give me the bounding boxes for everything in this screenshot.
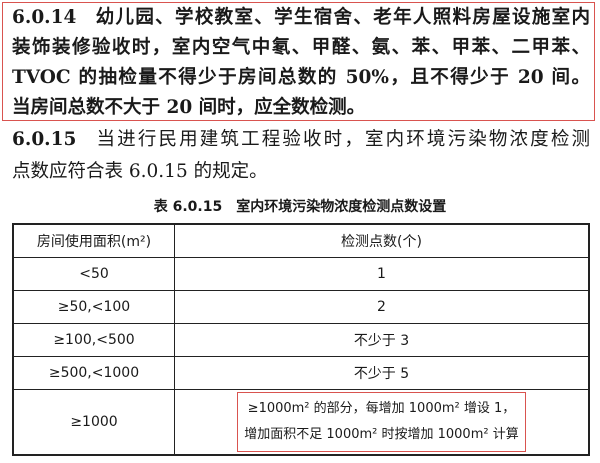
clause-line: 点数应符合表 6.0.15 的规定。 bbox=[12, 161, 268, 182]
cell: ≥1000m² 的部分，每增加 1000m² 增设 1， 增加面积不足 1000m… bbox=[174, 389, 590, 456]
cell: 1 bbox=[174, 257, 590, 291]
cell: 不少于 3 bbox=[174, 323, 590, 357]
clause-text: 当进行民用建筑工程验收时，室内环境污染物浓度检测 bbox=[94, 129, 590, 150]
cell: ≥100,<500 bbox=[12, 323, 175, 357]
clause-line: 6.0.15 当进行民用建筑工程验收时，室内环境污染物浓度检测 bbox=[12, 125, 590, 155]
highlight-box bbox=[2, 2, 595, 121]
cell: ≥500,<1000 bbox=[12, 356, 175, 390]
table-caption: 表 6.0.15 室内环境污染物浓度检测点数设置 bbox=[153, 199, 447, 215]
table-row: ≥50,<100 2 bbox=[12, 290, 590, 324]
cell-line: ≥1000m² 的部分，每增加 1000m² 增设 1， bbox=[247, 401, 516, 416]
cell: 2 bbox=[174, 290, 590, 324]
table-row: <50 1 bbox=[12, 257, 590, 291]
table-row: ≥1000 ≥1000m² 的部分，每增加 1000m² 增设 1， 增加面积不足 … bbox=[12, 389, 590, 456]
clause-line: TVOC 的抽检量不得少于房间总数的 50%，且不得少于 20 间。 bbox=[12, 67, 590, 88]
cell: ≥1000 bbox=[12, 389, 175, 456]
table-header: 房间使用面积(m²) 检测点数(个) bbox=[12, 223, 590, 258]
table-row: ≥100,<500 不少于 3 bbox=[12, 323, 590, 357]
clause-number: 6.0.15 bbox=[12, 129, 77, 150]
highlight-box: ≥1000m² 的部分，每增加 1000m² 增设 1， 增加面积不足 1000m… bbox=[237, 392, 526, 452]
detection-points-table: 房间使用面积(m²) 检测点数(个) <50 1 ≥50,<100 2 ≥100,<5… bbox=[12, 223, 590, 456]
table-row: ≥500,<1000 不少于 5 bbox=[12, 356, 590, 390]
cell: <50 bbox=[12, 257, 175, 291]
header-cell: 检测点数(个) bbox=[174, 223, 590, 258]
cell: ≥50,<100 bbox=[12, 290, 175, 324]
clause-line: 装饰装修验收时，室内空气中氡、甲醛、氨、苯、甲苯、二甲苯、 bbox=[12, 37, 590, 58]
cell-line: 增加面积不足 1000m² 时按增加 1000m² 计算 bbox=[244, 427, 519, 442]
clause-line: 当房间总数不大于 20 间时，应全数检测。 bbox=[12, 97, 366, 118]
clause-number: 6.0.14 bbox=[12, 7, 77, 28]
cell: 不少于 5 bbox=[174, 356, 590, 390]
header-cell: 房间使用面积(m²) bbox=[12, 223, 175, 258]
clause-text: 幼儿园、学校教室、学生宿舍、老年人照料房屋设施室内 bbox=[94, 7, 590, 28]
clause-line: 6.0.14 幼儿园、学校教室、学生宿舍、老年人照料房屋设施室内 bbox=[12, 3, 590, 33]
